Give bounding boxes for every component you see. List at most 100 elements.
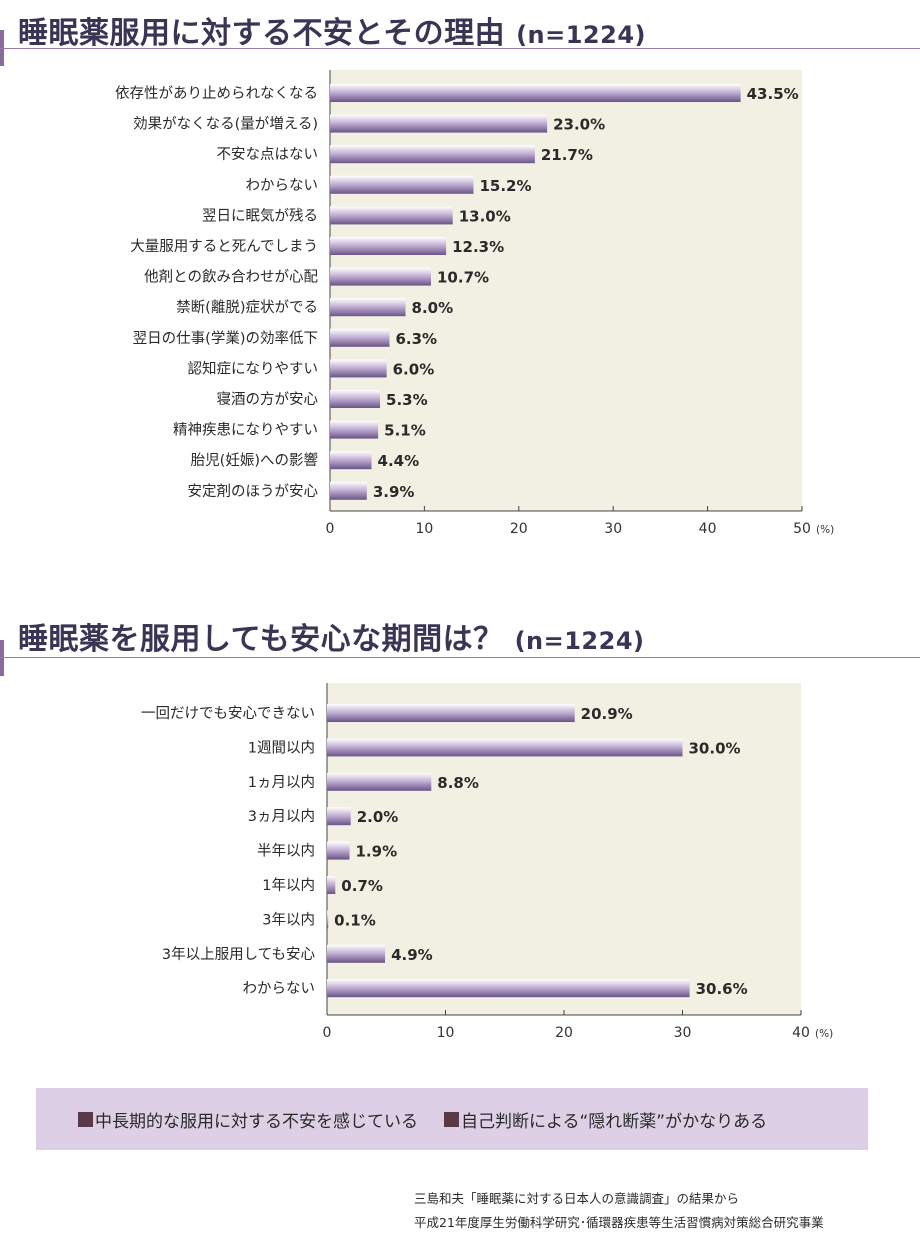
chart2-tick-label: 20 bbox=[555, 1025, 573, 1041]
chart1-category-label: 安定剤のほうが安心 bbox=[188, 483, 319, 500]
chart2-value-label: 2.0% bbox=[357, 808, 399, 826]
chart2-value-label: 0.1% bbox=[334, 911, 376, 929]
chart1-category-label: 翌日の仕事(学業)の効率低下 bbox=[133, 330, 318, 347]
chart1-category-label: 精神疾患になりやすい bbox=[173, 422, 318, 439]
chart2-bar-chart: 一回だけでも安心できない 20.9% 1週間以内 30.0% 1ヵ月以内 8.8% 3ヵ月以… bbox=[141, 683, 833, 1041]
chart1-category-label: 不安な点はない bbox=[217, 146, 319, 163]
chart1-bar bbox=[330, 420, 379, 439]
chart1-bar bbox=[330, 390, 381, 408]
chart1-category-label: わからない bbox=[246, 177, 319, 194]
chart1-title-rule bbox=[0, 48, 920, 49]
chart2-value-label: 20.9% bbox=[581, 705, 633, 723]
chart1-unit-label: (%) bbox=[816, 524, 834, 536]
chart2-bar bbox=[327, 910, 329, 929]
chart2-bar bbox=[327, 876, 336, 894]
chart1-bar bbox=[330, 206, 453, 225]
chart2-category-label: 3年以上服用しても安心 bbox=[162, 946, 315, 963]
summary-item-anxiety: 中長期的な服用に対する不安を感じている bbox=[78, 1107, 418, 1132]
chart1-value-label: 13.0% bbox=[459, 207, 511, 225]
chart1-category-label: 胎児(妊娠)への影響 bbox=[191, 451, 318, 469]
summary-item-hidden-withdrawal: 自己判断による“隠れ断薬”がかなりある bbox=[444, 1107, 767, 1132]
chart2-bar bbox=[327, 704, 575, 722]
chart1-tick-label: 30 bbox=[604, 521, 622, 537]
chart1-value-label: 43.5% bbox=[747, 85, 799, 103]
chart1-value-label: 10.7% bbox=[437, 269, 489, 287]
chart1-bar bbox=[330, 359, 387, 378]
summary-item-anxiety-text: 中長期的な服用に対する不安を感じている bbox=[95, 1111, 418, 1132]
chart2-value-label: 30.6% bbox=[696, 980, 748, 998]
chart2-category-label: 一回だけでも安心できない bbox=[141, 705, 315, 722]
chart2-category-label: 半年以内 bbox=[257, 843, 315, 860]
chart1-bar bbox=[330, 175, 474, 194]
chart2-unit-label: (%) bbox=[815, 1028, 833, 1040]
chart2-title: 睡眠薬を服用しても安心な期間は？ (n=1224) bbox=[18, 614, 645, 658]
chart2-category-label: 3年以内 bbox=[262, 911, 315, 928]
chart2-category-label: 1ヵ月以内 bbox=[248, 774, 315, 791]
summary-item-hidden-withdrawal-text: 自己判断による“隠れ断薬”がかなりある bbox=[461, 1111, 768, 1132]
chart1-category-label: 認知症になりやすい bbox=[188, 360, 319, 377]
chart1-value-label: 5.1% bbox=[384, 422, 426, 440]
chart1-bar bbox=[330, 267, 432, 286]
chart1-bar bbox=[330, 114, 548, 133]
chart1-title-main: 睡眠薬服用に対する不安とその理由 bbox=[18, 16, 506, 51]
chart1-category-label: 翌日に眠気が残る bbox=[202, 207, 318, 224]
chart1-bar bbox=[330, 84, 741, 102]
chart1-bar-chart: 依存性があり止められなくなる 43.5% 効果がなくなる(量が増える) 23.0% 不安… bbox=[115, 70, 834, 537]
chart1-category-label: 他剤との飲み合わせが心配 bbox=[144, 269, 318, 286]
chart1-bar bbox=[330, 145, 535, 164]
section-marker bbox=[0, 640, 4, 676]
chart1-value-label: 6.0% bbox=[393, 360, 435, 378]
chart1-bar bbox=[330, 451, 372, 470]
chart2-value-label: 30.0% bbox=[689, 739, 741, 757]
chart1-category-label: 寝酒の方が安心 bbox=[217, 390, 319, 408]
chart2-tick-label: 30 bbox=[674, 1025, 692, 1041]
chart1-value-label: 3.9% bbox=[373, 483, 415, 501]
chart2-category-label: 3ヵ月以内 bbox=[248, 808, 315, 825]
source-line-2: 平成21年度厚生労働科学研究･循環器疾患等生活習慣病対策総合研究事業 bbox=[414, 1215, 824, 1230]
summary-bullet-square bbox=[78, 1111, 93, 1127]
chart1-value-label: 6.3% bbox=[395, 330, 437, 348]
chart2-category-label: 1年以内 bbox=[262, 877, 315, 894]
chart1-title-n: (n=1224) bbox=[516, 21, 646, 49]
chart2-value-label: 1.9% bbox=[356, 843, 398, 861]
chart1-tick-label: 50 bbox=[793, 521, 811, 537]
chart1-value-label: 8.0% bbox=[412, 299, 454, 317]
chart2-bar bbox=[327, 944, 386, 963]
chart1-title: 睡眠薬服用に対する不安とその理由 (n=1224) bbox=[18, 8, 646, 52]
summary-box: 中長期的な服用に対する不安を感じている 自己判断による“隠れ断薬”がかなりある bbox=[36, 1088, 868, 1150]
chart1-bar bbox=[330, 237, 447, 255]
chart2-tick-label: 40 bbox=[792, 1025, 810, 1041]
chart1-tick-label: 0 bbox=[326, 521, 335, 537]
chart2-bar bbox=[327, 738, 683, 757]
chart2-title-n: (n=1224) bbox=[514, 627, 645, 655]
chart1-tick-label: 20 bbox=[510, 521, 528, 537]
chart2-tick-label: 0 bbox=[323, 1025, 332, 1041]
chart1-tick-label: 40 bbox=[699, 521, 717, 537]
chart2-bar bbox=[327, 772, 432, 791]
chart1-value-label: 12.3% bbox=[452, 238, 504, 256]
chart2-title-rule bbox=[0, 657, 920, 658]
chart1-category-label: 効果がなくなる(量が増える) bbox=[133, 116, 318, 133]
chart2-value-label: 0.7% bbox=[341, 877, 383, 895]
chart1-bar bbox=[330, 298, 406, 317]
chart2-plot-area bbox=[327, 683, 801, 1015]
chart1-plot-area bbox=[330, 70, 802, 511]
chart1-value-label: 23.0% bbox=[553, 116, 605, 134]
chart2-value-label: 4.9% bbox=[391, 946, 433, 964]
chart2-bar bbox=[327, 979, 690, 998]
chart1-bar bbox=[330, 481, 367, 500]
chart1-value-label: 4.4% bbox=[378, 452, 420, 470]
chart1-value-label: 15.2% bbox=[479, 177, 531, 195]
source-line-1: 三島和夫「睡眠薬に対する日本人の意識調査」の結果から bbox=[414, 1191, 740, 1206]
summary-bullet-square bbox=[444, 1111, 459, 1127]
chart1-value-label: 21.7% bbox=[541, 146, 593, 164]
chart2-category-label: 1週間以内 bbox=[248, 739, 315, 756]
chart1-category-label: 大量服用すると死んでしまう bbox=[130, 238, 318, 255]
chart2-value-label: 8.8% bbox=[437, 774, 479, 792]
chart1-bar bbox=[330, 328, 390, 347]
chart2-tick-label: 10 bbox=[437, 1025, 455, 1041]
chart2-title-main: 睡眠薬を服用しても安心な期間は？ bbox=[18, 622, 504, 657]
chart1-category-label: 禁断(離脱)症状がでる bbox=[176, 298, 318, 316]
chart1-category-label: 依存性があり止められなくなる bbox=[115, 85, 318, 102]
chart2-category-label: わからない bbox=[243, 980, 316, 997]
